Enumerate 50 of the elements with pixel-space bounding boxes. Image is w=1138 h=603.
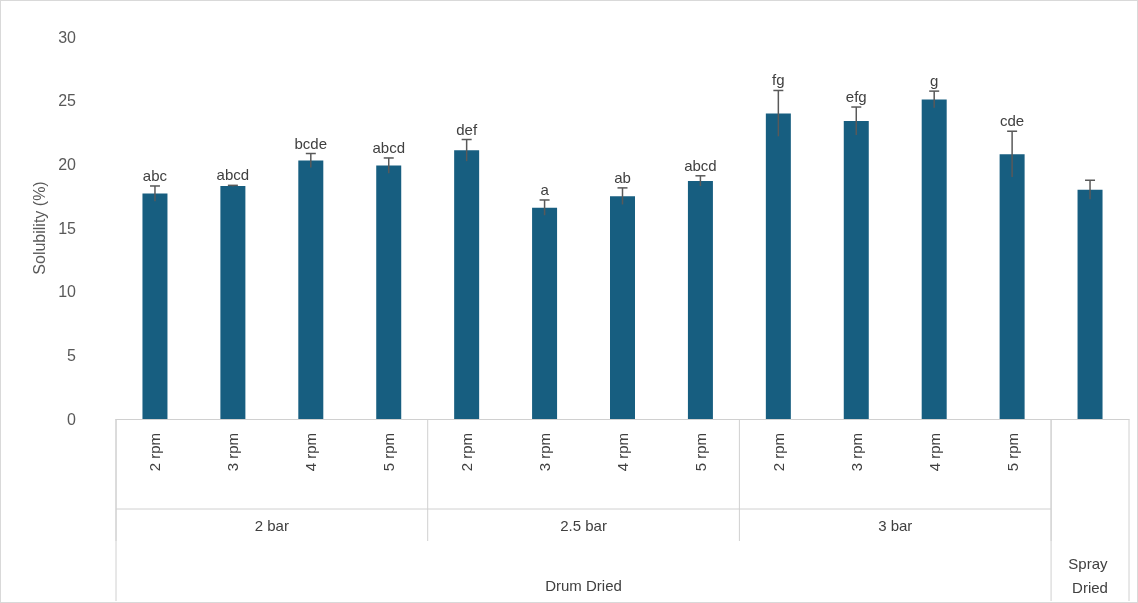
y-axis-title: Solubility (%) [30,181,48,275]
y-tick-label: 30 [58,28,77,46]
y-tick-label: 0 [67,410,77,428]
bar [765,113,791,419]
y-tick-label: 5 [67,346,77,364]
y-tick-label: 20 [58,155,77,173]
bar [843,121,869,419]
data-label: def [456,120,478,138]
bar [532,207,558,419]
text: 2.5 bar [560,516,607,534]
bar [298,160,324,419]
x-tick-label: 3 rpm [536,433,554,472]
data-label: abcd [372,138,405,156]
x-tick-label: 5 rpm [1003,433,1021,472]
y-tick-label: 15 [58,219,77,237]
data-label: efg [845,88,867,106]
x-tick-label: 5 rpm [691,433,709,472]
data-label: fg [772,71,785,89]
x-tick-label: 5 rpm [380,433,398,472]
bar [220,185,246,419]
data-label: abcd [216,166,250,184]
x-tick-label: 4 rpm [614,433,631,472]
bar [610,196,635,419]
bar [142,193,168,419]
text: Spray Dried [1068,554,1112,596]
x-tick-label: 3 rpm [847,433,865,472]
data-label: a [540,180,550,198]
x-tick-label: 4 rpm [302,433,320,472]
x-tick-label: 2 rpm [458,433,476,472]
x-tick-label: 3 rpm [224,433,242,472]
data-label: abcd [684,156,717,174]
text: 3 bar [878,516,913,534]
data-label: abc [142,166,168,184]
data-label: ab [614,168,631,186]
bar [376,165,402,419]
x-tick-label: 2 rpm [146,433,164,472]
y-tick-label: 10 [58,283,77,301]
bar [687,180,713,419]
text: 2 bar [254,516,289,534]
data-label: cde [1000,112,1025,130]
data-label: bcde [294,134,328,152]
bar [999,154,1025,419]
text: Drum Dried [545,576,622,594]
bar [921,99,947,419]
bar [454,150,480,419]
y-tick-label: 25 [58,92,77,110]
x-tick-label: 4 rpm [925,433,943,472]
x-tick-label: 2 rpm [769,433,787,472]
data-label: g [930,72,939,90]
bar [1077,189,1103,419]
